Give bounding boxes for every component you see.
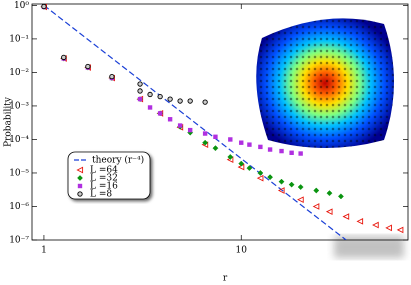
marker	[326, 190, 333, 197]
marker	[137, 81, 143, 87]
marker	[246, 165, 253, 172]
marker	[312, 203, 320, 210]
y-tick-label: 10⁻³	[9, 101, 29, 111]
x-tick-label: 10	[236, 246, 248, 256]
marker	[297, 184, 304, 191]
marker	[288, 181, 295, 188]
legend-swatch	[77, 175, 83, 181]
legend-swatch	[77, 191, 83, 197]
marker	[277, 187, 285, 194]
marker	[267, 147, 273, 152]
legend-label: theory (r⁻⁴)	[92, 155, 144, 166]
marker	[342, 213, 350, 220]
marker	[177, 123, 183, 128]
marker	[385, 224, 392, 232]
marker	[267, 174, 274, 181]
marker	[147, 105, 153, 110]
marker	[213, 134, 218, 139]
x-tick-label: 1	[41, 246, 47, 256]
marker	[187, 98, 193, 104]
marker	[337, 193, 344, 200]
legend-swatch	[77, 183, 83, 189]
marker	[85, 63, 91, 70]
marker	[258, 144, 263, 150]
legend-label: L =64	[90, 166, 118, 176]
legend-label: L =8	[90, 190, 112, 200]
marker	[325, 208, 333, 216]
legend-swatch	[76, 166, 84, 174]
marker	[279, 148, 284, 154]
marker	[202, 99, 208, 105]
shade	[334, 236, 404, 258]
marker	[298, 151, 303, 156]
marker	[278, 178, 285, 185]
marker	[157, 111, 163, 116]
marker	[396, 226, 404, 234]
y-tick-label: 10⁻¹	[9, 34, 29, 44]
marker	[167, 117, 173, 122]
marker	[137, 88, 143, 94]
y-tick-label: 10⁻²	[9, 68, 29, 78]
y-tick-label: 10⁻⁶	[9, 202, 29, 212]
marker	[227, 154, 234, 160]
marker	[157, 93, 163, 100]
marker	[256, 174, 264, 182]
marker	[187, 127, 193, 133]
y-tick-label: 10⁰	[14, 1, 29, 11]
y-tick-label: 10⁻⁷	[9, 236, 29, 246]
theory-line	[43, 4, 347, 240]
marker	[177, 98, 183, 104]
marker	[202, 139, 209, 146]
marker	[109, 73, 115, 80]
marker	[356, 218, 364, 225]
y-tick-label: 10⁻⁴	[9, 135, 29, 145]
marker	[202, 131, 208, 136]
marker	[372, 221, 379, 229]
marker	[238, 160, 245, 167]
y-axis-label: Probability	[4, 96, 14, 147]
inset-heatmap	[256, 18, 394, 148]
plot-frame	[31, 3, 409, 241]
marker	[212, 145, 219, 152]
marker	[289, 150, 294, 155]
marker	[228, 137, 233, 142]
marker	[313, 187, 320, 194]
marker	[297, 196, 304, 203]
marker	[247, 142, 252, 147]
legend-box	[67, 151, 151, 200]
legend-label: L =16	[90, 182, 118, 192]
marker	[41, 4, 47, 10]
legend-label: L =32	[90, 174, 118, 184]
marker	[239, 140, 244, 145]
y-tick-label: 10⁻⁵	[9, 168, 29, 178]
marker	[257, 170, 264, 176]
plot-area	[40, 4, 404, 240]
marker	[147, 91, 153, 98]
marker	[167, 96, 173, 102]
marker	[61, 54, 67, 61]
marker	[137, 96, 143, 102]
x-axis-label: r	[223, 274, 228, 284]
